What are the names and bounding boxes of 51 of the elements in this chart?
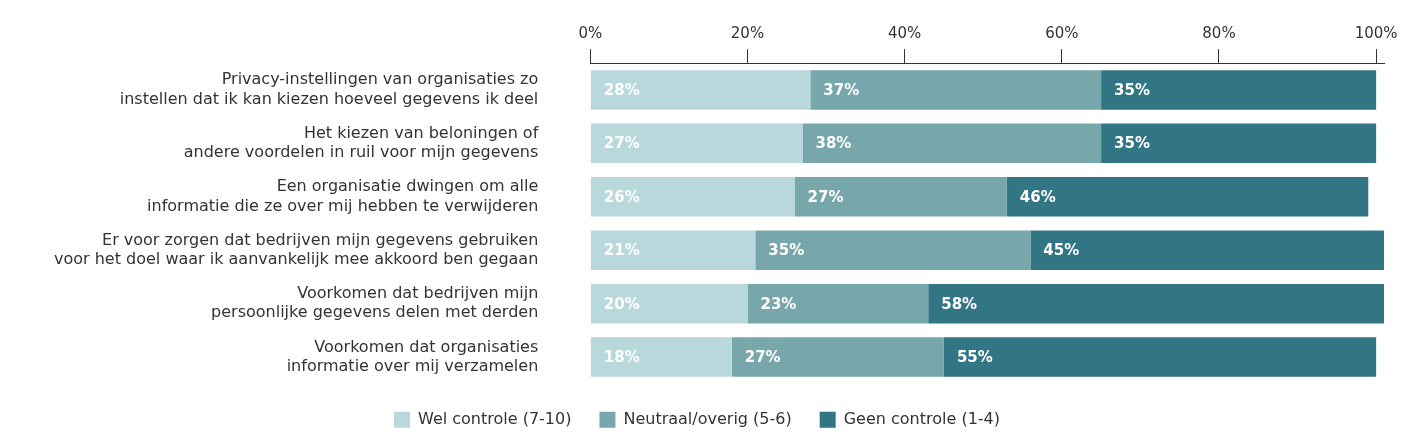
x-tick-label: 40% <box>887 24 922 43</box>
y-tick-label: Er voor zorgen dat bedrijven mijn gegevens gebruiken voor het doel waar ik aanvankelijk mee akkoord ben gegaan <box>54 229 539 268</box>
data-label: 27% <box>603 134 640 153</box>
bar <box>590 70 811 110</box>
data-label: 38% <box>815 134 852 153</box>
y-tick-label: Privacy-instellingen van organisaties zo instellen dat ik kan kiezen hoeveel gegevens ik deel <box>119 69 539 108</box>
bar <box>747 283 929 324</box>
legend-label: Neutraal/overig (5-6) <box>623 408 792 428</box>
data-label: 45% <box>1043 241 1080 260</box>
bar <box>928 283 1384 324</box>
bar <box>590 337 732 377</box>
x-tick-label: 20% <box>730 24 765 43</box>
bar <box>1030 230 1384 270</box>
data-label: 55% <box>956 347 993 366</box>
x-tick-label: 60% <box>1045 24 1079 43</box>
data-label: 23% <box>760 294 797 313</box>
x-tick-label: 0% <box>578 24 603 43</box>
y-tick-label: Het kiezen van beloningen of andere voordelen in ruil voor mijn gegevens <box>183 122 539 162</box>
bar <box>1101 70 1377 110</box>
data-label: 35% <box>1114 134 1150 153</box>
data-label: 20% <box>603 294 640 313</box>
y-tick-label: Een organisatie dwingen om alle informatie die ze over mij hebben te verwijderen <box>147 176 539 215</box>
bar <box>590 123 803 164</box>
legend-label: Wel controle (7-10) <box>418 408 572 428</box>
bar <box>810 70 1102 110</box>
bar <box>943 337 1377 377</box>
bar <box>731 337 944 377</box>
bar <box>590 177 795 217</box>
x-tick-label: 100% <box>1354 24 1398 43</box>
bar <box>590 230 756 270</box>
data-label: 27% <box>807 187 844 206</box>
bar <box>1101 123 1377 164</box>
x-tick-label: 80% <box>1202 24 1236 43</box>
data-label: 21% <box>603 241 640 260</box>
bar <box>755 230 1031 270</box>
y-tick-label: Voorkomen dat organisaties informatie over mij verzamelen <box>286 336 539 375</box>
data-label: 27% <box>744 347 781 366</box>
data-label: 28% <box>603 80 640 99</box>
data-label: 35% <box>768 241 805 260</box>
data-label: 35% <box>1114 80 1150 99</box>
bar <box>802 123 1102 164</box>
data-label: 26% <box>603 187 640 206</box>
bar <box>590 283 748 324</box>
data-label: 37% <box>823 80 860 99</box>
bar <box>1006 177 1369 217</box>
legend-label: Geen controle (1-4) <box>843 408 1001 428</box>
data-label: 58% <box>941 294 978 313</box>
data-label: 18% <box>603 347 640 366</box>
y-tick-label: Voorkomen dat bedrijven mijn persoonlijke gegevens delen met derden <box>211 283 539 322</box>
bar <box>794 177 1007 217</box>
data-label: 46% <box>1019 187 1056 206</box>
